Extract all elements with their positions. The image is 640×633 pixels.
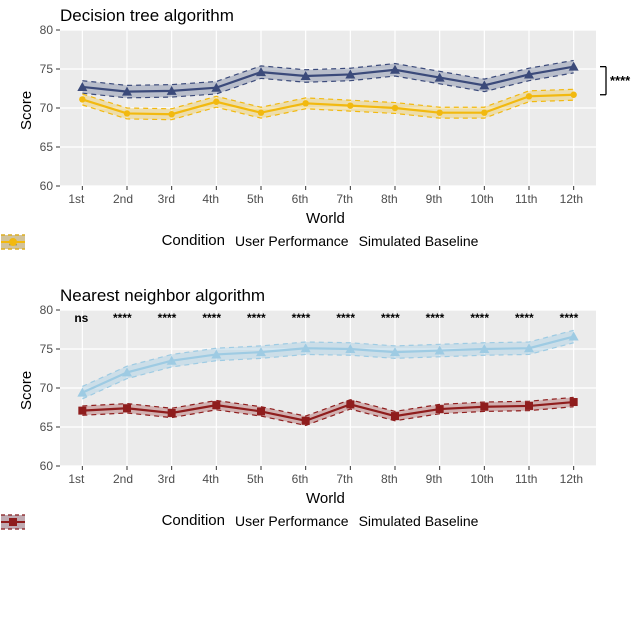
y-tick-label: 75 — [40, 62, 53, 76]
x-tick-label: 8th — [381, 192, 398, 206]
x-tick-label: 7th — [336, 472, 353, 486]
x-tick-label: 12th — [560, 472, 583, 486]
legend-item: Simulated Baseline — [359, 513, 479, 529]
x-tick-label: 3rd — [158, 192, 175, 206]
x-tick-label: 7th — [336, 192, 353, 206]
x-tick-label: 6th — [292, 472, 309, 486]
x-tick-label: 9th — [426, 192, 443, 206]
significance-label: **** — [113, 311, 132, 325]
legend-item-label: Simulated Baseline — [359, 513, 479, 529]
y-tick-label: 80 — [40, 303, 53, 317]
x-tick-label: 4th — [202, 192, 219, 206]
x-tick-label: 11th — [515, 472, 537, 486]
significance-label: **** — [202, 311, 221, 325]
y-tick-label: 65 — [40, 140, 53, 154]
legend-condition-label: Condition — [162, 512, 225, 529]
x-tick-label: 6th — [292, 192, 309, 206]
significance-label: **** — [247, 311, 266, 325]
x-tick-label: 12th — [560, 192, 583, 206]
x-tick-label: 2nd — [113, 472, 133, 486]
significance-label: **** — [158, 311, 177, 325]
significance-label: **** — [292, 311, 311, 325]
x-tick-label: 9th — [426, 472, 443, 486]
x-tick-label: 11th — [515, 192, 537, 206]
y-tick-label: 70 — [40, 381, 53, 395]
x-tick-label: 3rd — [158, 472, 175, 486]
significance-label: ns — [74, 311, 88, 325]
y-tick-label: 80 — [40, 23, 53, 37]
significance-label: **** — [560, 311, 579, 325]
x-tick-label: 5th — [247, 472, 264, 486]
y-tick-label: 60 — [40, 179, 53, 193]
legend-item-label: User Performance — [235, 513, 349, 529]
significance-label: **** — [336, 311, 355, 325]
x-tick-label: 4th — [202, 472, 219, 486]
x-tick-label: 1st — [68, 472, 84, 486]
legend-bottom: Condition User Performance Simulated Basel… — [0, 512, 640, 529]
significance-label: **** — [381, 311, 400, 325]
x-tick-label: 2nd — [113, 192, 133, 206]
x-tick-label: 10th — [470, 192, 493, 206]
x-tick-label: 8th — [381, 472, 398, 486]
y-tick-label: 65 — [40, 420, 53, 434]
plot-svg-bottom — [0, 0, 640, 633]
significance-label: **** — [426, 311, 445, 325]
x-tick-label: 1st — [68, 192, 84, 206]
y-tick-label: 60 — [40, 459, 53, 473]
significance-label: **** — [515, 311, 534, 325]
chart-page: Decision tree algorithm Score World Cond… — [0, 0, 640, 633]
x-tick-label: 10th — [470, 472, 493, 486]
bracket-significance-label: **** — [610, 73, 630, 88]
y-tick-label: 75 — [40, 342, 53, 356]
significance-label: **** — [470, 311, 489, 325]
legend-item: User Performance — [235, 513, 349, 529]
y-tick-label: 70 — [40, 101, 53, 115]
x-tick-label: 5th — [247, 192, 264, 206]
